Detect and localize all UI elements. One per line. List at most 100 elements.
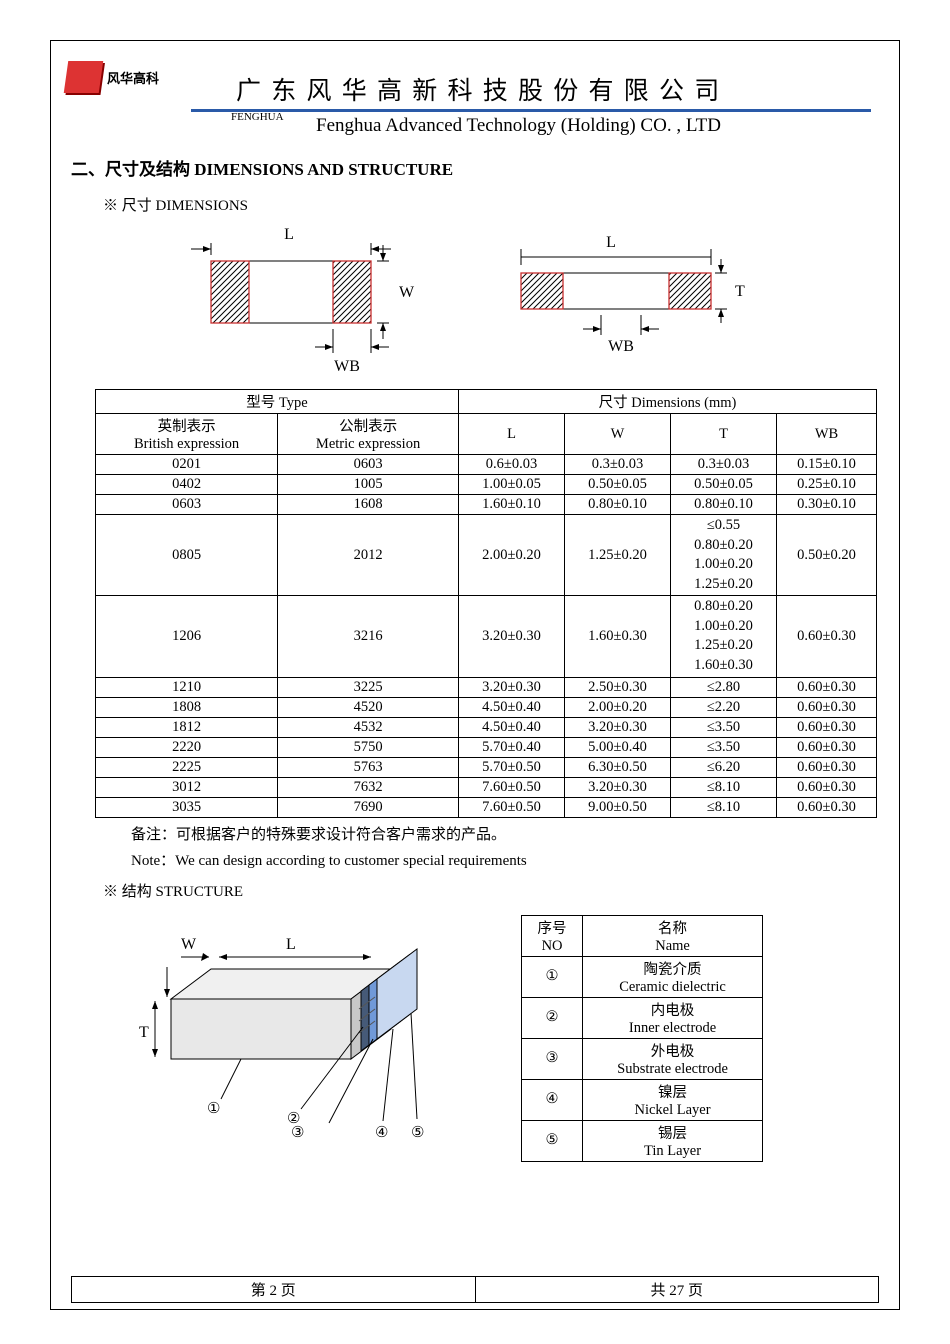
dimension-diagrams: L W WB L T WB xyxy=(151,223,879,383)
header: 风华高科 广 东 风 华 高 新 科 技 股 份 有 限 公 司 FENGHUA… xyxy=(71,61,879,111)
table-cell: 0.60±0.30 xyxy=(777,697,877,717)
table-cell: 2225 xyxy=(96,757,278,777)
table-cell: 0.50±0.05 xyxy=(565,475,671,495)
th-dims: 尺寸 Dimensions (mm) xyxy=(459,390,877,414)
svg-text:①: ① xyxy=(207,1101,220,1117)
th-name: 名称Name xyxy=(583,915,763,956)
table-cell: 7632 xyxy=(278,777,459,797)
note-cn: 备注：可根据客户的特殊要求设计符合客户需求的产品。 xyxy=(131,823,879,844)
table-cell: 4.50±0.40 xyxy=(459,697,565,717)
table-cell: 0.60±0.30 xyxy=(777,797,877,817)
table-cell: 2.50±0.30 xyxy=(565,677,671,697)
th-W: W xyxy=(565,414,671,455)
table-cell: 3.20±0.30 xyxy=(565,777,671,797)
table-cell: 1.60±0.30 xyxy=(565,596,671,677)
struct-name: 陶瓷介质Ceramic dielectric xyxy=(583,956,763,997)
table-cell: 5750 xyxy=(278,737,459,757)
table-cell: 2.00±0.20 xyxy=(459,515,565,596)
label-T: T xyxy=(735,283,745,300)
table-cell: 3.20±0.30 xyxy=(459,596,565,677)
table-cell: 3216 xyxy=(278,596,459,677)
svg-text:W: W xyxy=(181,936,197,953)
table-cell: 1005 xyxy=(278,475,459,495)
table-cell: 4532 xyxy=(278,717,459,737)
table-cell: 4520 xyxy=(278,697,459,717)
table-cell: 6.30±0.50 xyxy=(565,757,671,777)
structure-row: W L T ① ② ③ ④ ⑤ 序号NO 名称Name ①陶瓷介质Ceramic… xyxy=(71,909,879,1162)
label-L2: L xyxy=(606,234,616,251)
table-cell: 3.20±0.30 xyxy=(459,677,565,697)
table-cell: 7.60±0.50 xyxy=(459,777,565,797)
footer-left: 第 2 页 xyxy=(71,1276,476,1303)
structure-diagram: W L T ① ② ③ ④ ⑤ xyxy=(111,909,491,1159)
struct-name: 镍层Nickel Layer xyxy=(583,1079,763,1120)
struct-no: ③ xyxy=(522,1038,583,1079)
footer-right: 共 27 页 xyxy=(476,1276,880,1303)
table-cell: 0.60±0.30 xyxy=(777,677,877,697)
table-cell: 5.00±0.40 xyxy=(565,737,671,757)
struct-name: 外电极Substrate electrode xyxy=(583,1038,763,1079)
table-cell: 0603 xyxy=(96,495,278,515)
svg-text:④: ④ xyxy=(375,1125,388,1141)
table-cell: 2012 xyxy=(278,515,459,596)
table-cell: 1812 xyxy=(96,717,278,737)
table-cell: 0.60±0.30 xyxy=(777,737,877,757)
table-cell: 5.70±0.40 xyxy=(459,737,565,757)
table-cell: 0.15±0.10 xyxy=(777,455,877,475)
table-cell: 7690 xyxy=(278,797,459,817)
structure-table: 序号NO 名称Name ①陶瓷介质Ceramic dielectric②内电极I… xyxy=(521,915,763,1162)
table-cell: 0.50±0.05 xyxy=(671,475,777,495)
table-cell: 1206 xyxy=(96,596,278,677)
table-cell: 1.00±0.05 xyxy=(459,475,565,495)
th-type: 型号 Type xyxy=(96,390,459,414)
svg-text:⑤: ⑤ xyxy=(411,1125,424,1141)
struct-name: 锡层Tin Layer xyxy=(583,1120,763,1161)
table-cell: 0.30±0.10 xyxy=(777,495,877,515)
label-WB: WB xyxy=(334,358,360,375)
label-W: W xyxy=(399,284,415,301)
table-cell: 2220 xyxy=(96,737,278,757)
table-cell: ≤2.80 xyxy=(671,677,777,697)
dimensions-subtitle: ※ 尺寸 DIMENSIONS xyxy=(103,194,879,215)
table-cell: 9.00±0.50 xyxy=(565,797,671,817)
table-cell: 0805 xyxy=(96,515,278,596)
page-footer: 第 2 页 共 27 页 xyxy=(71,1276,879,1303)
table-cell: 0.80±0.201.00±0.201.25±0.201.60±0.30 xyxy=(671,596,777,677)
logo-icon xyxy=(64,61,103,93)
table-cell: 0.80±0.10 xyxy=(565,495,671,515)
th-met: 公制表示Metric expression xyxy=(278,414,459,455)
svg-text:③: ③ xyxy=(291,1125,304,1141)
table-cell: 3012 xyxy=(96,777,278,797)
th-WB: WB xyxy=(777,414,877,455)
table-cell: 1608 xyxy=(278,495,459,515)
th-T: T xyxy=(671,414,777,455)
struct-no: ① xyxy=(522,956,583,997)
section-title: 二、尺寸及结构 DIMENSIONS AND STRUCTURE xyxy=(71,155,879,180)
structure-subtitle: ※ 结构 STRUCTURE xyxy=(103,880,879,901)
fenghua-label: FENGHUA xyxy=(231,111,284,123)
logo-block: 风华高科 xyxy=(66,61,159,93)
table-cell: 2.00±0.20 xyxy=(565,697,671,717)
table-cell: 0.3±0.03 xyxy=(565,455,671,475)
header-rule xyxy=(191,109,871,112)
table-cell: 1.60±0.10 xyxy=(459,495,565,515)
table-cell: 5763 xyxy=(278,757,459,777)
th-no: 序号NO xyxy=(522,915,583,956)
table-cell: 0.25±0.10 xyxy=(777,475,877,495)
diagram-side-view: L T WB xyxy=(481,223,751,383)
table-cell: 7.60±0.50 xyxy=(459,797,565,817)
table-cell: ≤8.10 xyxy=(671,797,777,817)
table-cell: 0.60±0.30 xyxy=(777,757,877,777)
label-L: L xyxy=(284,226,294,243)
struct-no: ② xyxy=(522,997,583,1038)
th-brit: 英制表示British expression xyxy=(96,414,278,455)
table-cell: 0.60±0.30 xyxy=(777,717,877,737)
dimensions-table: 型号 Type 尺寸 Dimensions (mm) 英制表示British e… xyxy=(95,389,877,818)
table-cell: 4.50±0.40 xyxy=(459,717,565,737)
struct-no: ⑤ xyxy=(522,1120,583,1161)
table-cell: 0.3±0.03 xyxy=(671,455,777,475)
company-title-cn: 广 东 风 华 高 新 科 技 股 份 有 限 公 司 xyxy=(236,71,721,107)
table-cell: 5.70±0.50 xyxy=(459,757,565,777)
label-WB2: WB xyxy=(608,338,634,355)
table-cell: ≤0.550.80±0.201.00±0.201.25±0.20 xyxy=(671,515,777,596)
